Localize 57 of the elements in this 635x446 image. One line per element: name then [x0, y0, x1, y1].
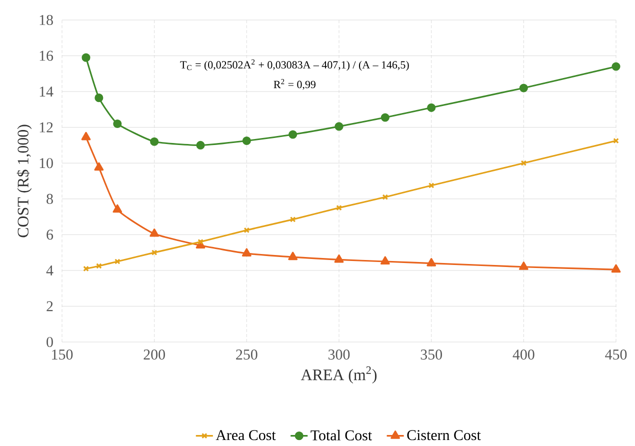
- y-tick-label: 12: [40, 122, 53, 132]
- point: [81, 132, 91, 140]
- x-tick-label: 350: [420, 350, 442, 360]
- y-axis-title: COST (R$ 1,000): [16, 124, 32, 238]
- x-tick-label: 200: [144, 350, 165, 360]
- x-tick-label: 250: [236, 350, 258, 360]
- point: [290, 216, 296, 222]
- point: [242, 248, 252, 256]
- point: [94, 162, 104, 171]
- point: [334, 122, 344, 131]
- point: [114, 258, 120, 264]
- point: [520, 160, 527, 166]
- point: [426, 258, 436, 266]
- point: [244, 227, 250, 234]
- point: [150, 228, 160, 237]
- point: [150, 137, 159, 146]
- legend-label: Area Cost: [216, 430, 276, 440]
- annotation: R$^{2}$ = 0,99: [274, 79, 316, 90]
- point: [427, 103, 436, 112]
- point: [428, 182, 434, 188]
- point: [151, 250, 158, 256]
- y-tick-label: 8: [46, 194, 53, 204]
- y-tick-label: 18: [40, 14, 53, 26]
- annotation: T$_{C}$ = (0,02502A$^{2}$ + 0,03083A – 407,1) / (A – 146,5): [180, 59, 409, 71]
- point: [198, 238, 204, 245]
- point: [113, 119, 122, 128]
- point: [380, 113, 390, 122]
- point: [612, 62, 620, 71]
- point: [82, 53, 90, 62]
- y-tick-label: 16: [40, 50, 54, 61]
- y-tick-label: 2: [46, 301, 53, 312]
- point: [382, 194, 388, 200]
- y-tick-label: 0: [46, 336, 53, 348]
- point: [112, 204, 122, 213]
- point: [196, 140, 205, 150]
- x-tick-label: 450: [605, 350, 627, 360]
- x-axis-title: AREA (m$^{2}$): [300, 366, 377, 384]
- x-tick-label: 300: [328, 350, 350, 360]
- y-tick-label: 6: [46, 230, 54, 240]
- point: [336, 204, 342, 211]
- point: [242, 136, 251, 146]
- point: [380, 256, 390, 265]
- point: [288, 252, 298, 260]
- point: [519, 84, 528, 92]
- point: [94, 94, 104, 102]
- point: [518, 262, 528, 270]
- x-tick-label: 150: [52, 350, 73, 360]
- legend-label: Total Cost: [310, 430, 372, 440]
- y-tick-label: 14: [40, 86, 54, 96]
- legend-label: Cistern Cost: [407, 430, 481, 440]
- y-tick-label: 4: [46, 266, 54, 276]
- y-tick-label: 10: [40, 158, 53, 168]
- point: [611, 264, 621, 273]
- point: [96, 263, 102, 269]
- x-tick-label: 400: [512, 350, 534, 360]
- point: [288, 130, 298, 139]
- point: [334, 254, 344, 263]
